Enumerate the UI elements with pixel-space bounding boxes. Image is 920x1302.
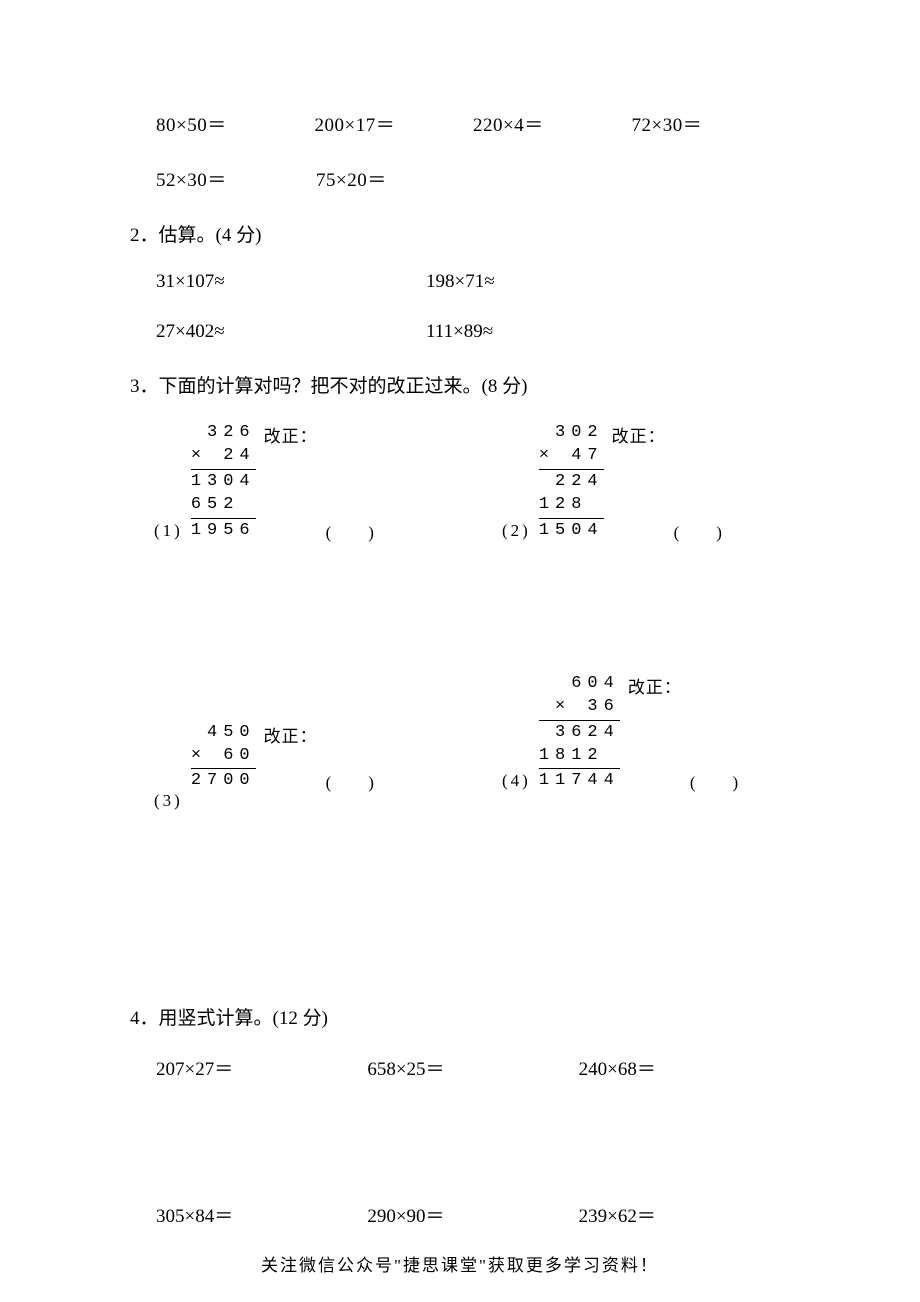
section-4: 4．用竖式计算。(12 分) 207×27＝ 658×25＝ 240×68＝ 3…	[130, 1003, 790, 1228]
mental-math-row-1: 80×50＝ 200×17＝ 220×4＝ 72×30＝	[130, 110, 790, 137]
estimate-row-1: 31×107≈ 198×71≈	[130, 271, 790, 293]
vertical-calc-row-1: 207×27＝ 658×25＝ 240×68＝	[130, 1054, 790, 1081]
problem-number: (3)	[154, 791, 183, 811]
problem-4: (4) 604 × 36 3624 1812 11744 改正： ( )	[502, 673, 790, 794]
math-expr: 220×4＝	[473, 110, 632, 137]
math-expr: 239×62＝	[579, 1201, 790, 1228]
footer-text: 关注微信公众号"捷思课堂"获取更多学习资料！	[0, 1251, 920, 1276]
math-expr: 658×25＝	[367, 1054, 578, 1081]
vertical-calc-row-2: 305×84＝ 290×90＝ 239×62＝	[130, 1201, 790, 1228]
vertical-calc: 302 × 47 224 128 1504	[539, 422, 604, 543]
math-expr: 75×20＝	[316, 165, 476, 192]
math-expr: 207×27＝	[156, 1054, 367, 1081]
problem-2: (2) 302 × 47 224 128 1504 改正： ( )	[502, 422, 790, 543]
vertical-calc: 604 × 36 3624 1812 11744	[539, 673, 620, 794]
math-expr: 72×30＝	[632, 110, 791, 137]
math-expr: 240×68＝	[579, 1054, 790, 1081]
problem-number: (2)	[502, 521, 531, 541]
estimate-expr: 31×107≈	[156, 271, 426, 293]
vertical-calc: 326 × 24 1304 652 1956	[191, 422, 256, 543]
math-expr: 52×30＝	[156, 165, 316, 192]
math-expr: 290×90＝	[367, 1201, 578, 1228]
mental-math-row-2: 52×30＝ 75×20＝	[130, 165, 790, 192]
answer-paren: ( )	[326, 518, 375, 543]
answer-paren: ( )	[674, 518, 723, 543]
problem-1: (1) 326 × 24 1304 652 1956 改正： ( )	[154, 422, 442, 543]
math-expr: 80×50＝	[156, 110, 315, 137]
problems-grid: (1) 326 × 24 1304 652 1956 改正： ( ) (2)	[130, 422, 790, 793]
section-3-title: 3．下面的计算对吗？把不对的改正过来。(8 分)	[130, 371, 790, 398]
estimate-expr: 27×402≈	[156, 321, 426, 343]
problem-number: (4)	[502, 771, 531, 791]
correction-label: 改正：	[264, 722, 318, 747]
estimate-expr: 198×71≈	[426, 271, 696, 293]
correction-label: 改正：	[612, 422, 666, 447]
answer-paren: ( )	[690, 768, 739, 793]
correction-label: 改正：	[628, 673, 682, 698]
estimate-row-2: 27×402≈ 111×89≈	[130, 321, 790, 343]
problem-3: (3) 450 × 60 2700 改正： ( )	[154, 673, 442, 794]
section-4-title: 4．用竖式计算。(12 分)	[130, 1003, 790, 1030]
section-2-title: 2．估算。(4 分)	[130, 220, 790, 247]
math-expr: 200×17＝	[315, 110, 474, 137]
answer-paren: ( )	[326, 768, 375, 793]
correction-label: 改正：	[264, 422, 318, 447]
vertical-calc: 450 × 60 2700	[191, 722, 256, 794]
estimate-expr: 111×89≈	[426, 321, 696, 343]
math-expr: 305×84＝	[156, 1201, 367, 1228]
problem-number: (1)	[154, 521, 183, 541]
